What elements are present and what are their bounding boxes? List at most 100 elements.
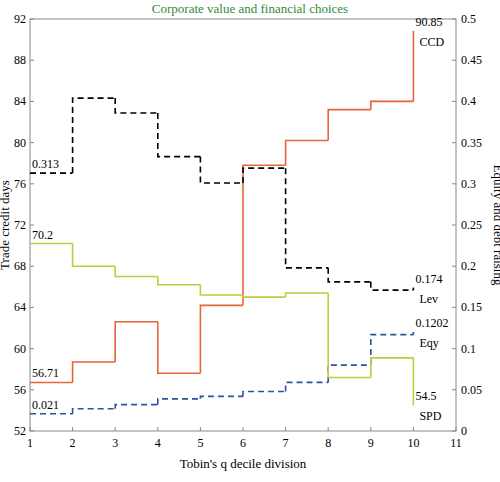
- step-segment: [115, 405, 158, 409]
- step-segment: [286, 382, 329, 391]
- y2-tick-label: 0: [461, 424, 467, 438]
- y2-tick: [452, 225, 456, 226]
- step-segment: [158, 113, 201, 157]
- y-tick-label: 68: [14, 259, 26, 273]
- x-tick: [328, 427, 329, 431]
- step-segment: [243, 168, 286, 183]
- step-segment: [413, 31, 415, 102]
- value-label: 0.313: [32, 157, 59, 171]
- y2-tick: [452, 19, 456, 20]
- y2-tick-label: 0.05: [461, 383, 482, 397]
- y-tick: [30, 225, 34, 226]
- y-tick: [30, 60, 34, 61]
- step-segment: [115, 322, 158, 362]
- y2-tick-label: 0.2: [461, 259, 476, 273]
- y2-tick: [452, 183, 456, 184]
- value-label: 0.021: [32, 398, 59, 412]
- step-segment: [73, 98, 116, 173]
- step-segment: [73, 409, 116, 414]
- x-tick: [456, 427, 457, 431]
- step-segment: [243, 295, 286, 297]
- x-tick: [413, 427, 414, 431]
- step-segment: [30, 243, 73, 245]
- step-segment: [30, 172, 73, 174]
- x-tick-label: 2: [70, 436, 76, 450]
- x-tick-label: 5: [197, 436, 203, 450]
- step-segment: [158, 277, 201, 285]
- y2-tick: [452, 142, 456, 143]
- y-tick-label: 56: [14, 383, 26, 397]
- y2-tick: [452, 101, 456, 102]
- value-label: 54.5: [415, 389, 436, 403]
- value-label: 0.1202: [415, 316, 448, 330]
- x-tick-label: 3: [112, 436, 118, 450]
- y2-tick: [452, 307, 456, 308]
- chart-svg: Corporate value and financial choices 1 2 3…: [0, 0, 500, 482]
- x-tick: [285, 427, 286, 431]
- y2-tick: [452, 266, 456, 267]
- step-segment: [200, 157, 243, 183]
- x-tick: [72, 427, 73, 431]
- y-tick-label: 80: [14, 136, 26, 150]
- step-segment: [158, 322, 201, 374]
- y-tick: [30, 101, 34, 102]
- y2-tick-label: 0.3: [461, 177, 476, 191]
- x-tick: [370, 427, 371, 431]
- value-label: 70.2: [32, 228, 53, 242]
- y2-tick-label: 0.35: [461, 136, 482, 150]
- step-segment: [200, 305, 243, 373]
- y-tick-label: 84: [14, 94, 26, 108]
- step-segment: [158, 399, 201, 405]
- y-tick-label: 52: [14, 424, 26, 438]
- x-tick-label: 9: [368, 436, 374, 450]
- step-segment: [30, 413, 73, 415]
- series-name-label: Lev: [419, 292, 438, 306]
- y-tick-label: 76: [14, 177, 26, 191]
- step-segment: [73, 244, 116, 267]
- y2-tick-label: 0.45: [461, 53, 482, 67]
- y-tick: [30, 348, 34, 349]
- value-label: 90.85: [415, 15, 442, 29]
- y2-tick: [452, 60, 456, 61]
- y-tick-label: 60: [14, 342, 26, 356]
- step-segment: [371, 101, 414, 109]
- plot-frame: [30, 19, 456, 431]
- y-tick-label: 88: [14, 53, 26, 67]
- step-segment: [286, 141, 329, 166]
- y-tick-label: 92: [14, 12, 26, 26]
- step-segment: [115, 98, 158, 113]
- series-name-label: CCD: [419, 35, 444, 49]
- y-tick-label: 64: [14, 300, 26, 314]
- y-tick-label: 72: [14, 218, 26, 232]
- y2-tick-label: 0.4: [461, 94, 476, 108]
- step-segment: [243, 165, 286, 305]
- y2-axis-title: Equity and debt raising: [491, 165, 500, 286]
- x-tick: [157, 427, 158, 431]
- step-segment: [371, 282, 414, 290]
- x-tick-label: 10: [407, 436, 419, 450]
- step-segment: [30, 382, 73, 384]
- x-tick-label: 1: [27, 436, 33, 450]
- series-name-label: Eqy: [419, 336, 438, 350]
- step-segment: [328, 268, 371, 282]
- x-tick-label: 4: [155, 436, 161, 450]
- y2-tick-label: 0.15: [461, 300, 482, 314]
- step-segment: [328, 365, 371, 382]
- x-tick-label: 7: [283, 436, 289, 450]
- y-axis-title: Trade credit days: [0, 180, 12, 270]
- series-group: [30, 31, 413, 414]
- step-segment: [328, 293, 371, 377]
- value-label: 0.174: [415, 272, 442, 286]
- x-axis-title: Tobin's q decile division: [180, 456, 307, 471]
- y-tick: [30, 142, 34, 143]
- chart-title: Corporate value and financial choices: [152, 1, 348, 16]
- step-segment: [115, 266, 158, 276]
- x-tick-label: 8: [325, 436, 331, 450]
- chart-container: Corporate value and financial choices 1 2 3…: [0, 0, 500, 482]
- step-segment: [200, 285, 243, 295]
- step-segment: [200, 396, 243, 398]
- x-tick: [115, 427, 116, 431]
- step-segment: [286, 293, 329, 297]
- step-segment: [413, 332, 415, 335]
- step-segment: [286, 168, 329, 268]
